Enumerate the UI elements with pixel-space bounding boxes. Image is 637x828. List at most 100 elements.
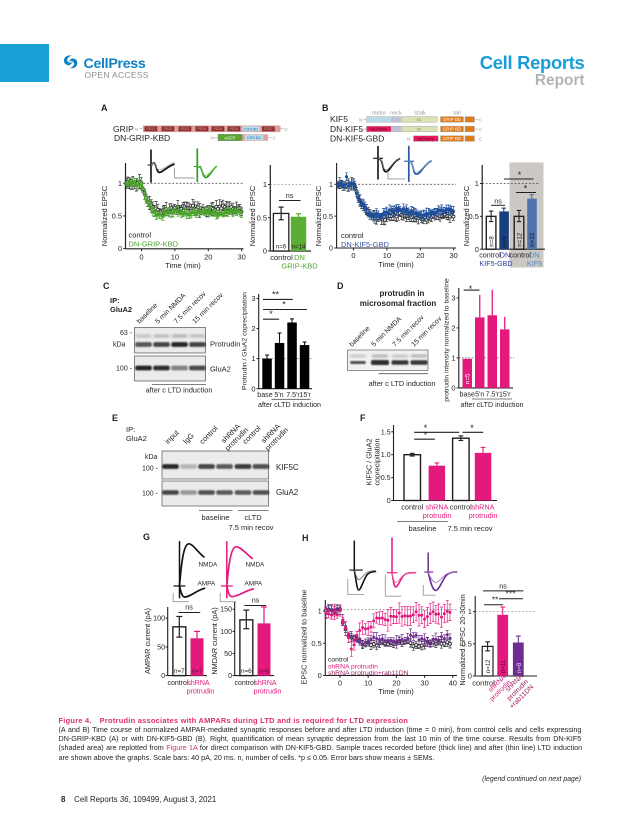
svg-text:cLTD: cLTD — [244, 513, 262, 522]
svg-text:0: 0 — [228, 671, 232, 680]
svg-text:0: 0 — [161, 671, 165, 680]
svg-text:7.5'r: 7.5'r — [485, 391, 499, 399]
svg-text:0: 0 — [118, 244, 122, 253]
svg-text:30: 30 — [450, 251, 458, 260]
svg-text:GluA2: GluA2 — [126, 434, 147, 443]
svg-text:IgG: IgG — [181, 431, 196, 446]
svg-text:n=12: n=12 — [486, 659, 492, 673]
svg-text:n=14: n=14 — [292, 244, 306, 251]
svg-text:0.5: 0.5 — [461, 639, 471, 648]
svg-text:EPSC normalized to baseline: EPSC normalized to baseline — [300, 590, 309, 685]
svg-text:eGFP: eGFP — [225, 135, 236, 140]
svg-text:base: base — [257, 391, 272, 399]
svg-text:C: C — [479, 117, 483, 122]
svg-text:1.0: 1.0 — [381, 450, 391, 459]
svg-text:1: 1 — [451, 354, 455, 363]
svg-text:C: C — [273, 136, 277, 141]
svg-text:0.5: 0.5 — [112, 212, 122, 221]
svg-text:protrudin: protrudin — [254, 689, 282, 696]
svg-text:protrudin: protrudin — [187, 689, 215, 696]
svg-text:control: control — [328, 657, 349, 664]
svg-text:ns: ns — [499, 582, 507, 591]
svg-text:150: 150 — [220, 605, 232, 614]
svg-text:n=6: n=6 — [241, 668, 252, 675]
svg-text:n=13: n=13 — [529, 232, 536, 246]
svg-text:F: F — [360, 413, 366, 423]
svg-text:GluA2: GluA2 — [276, 488, 299, 497]
svg-text:IP:: IP: — [126, 425, 135, 434]
svg-text:63 -: 63 - — [120, 330, 133, 337]
svg-text:control: control — [341, 231, 364, 240]
svg-text:D: D — [337, 281, 344, 291]
svg-text:15'r: 15'r — [499, 391, 511, 399]
svg-text:microsomal fraction: microsomal fraction — [360, 299, 437, 308]
svg-text:20: 20 — [204, 253, 212, 262]
svg-text:GRIP BD: GRIP BD — [443, 117, 461, 122]
svg-text:7.5 min recov: 7.5 min recov — [228, 523, 273, 532]
svg-text:*: * — [524, 184, 528, 194]
svg-text:***: *** — [506, 589, 517, 599]
svg-text:0.5: 0.5 — [311, 639, 321, 648]
svg-text:C: C — [479, 137, 483, 142]
svg-text:PDZ7: PDZ7 — [264, 127, 273, 131]
svg-text:*: * — [282, 299, 286, 309]
svg-text:KIF5: KIF5 — [330, 114, 348, 124]
svg-text:Protrudin / GluA2 coprecipitat: Protrudin / GluA2 coprecipitation — [242, 292, 249, 390]
svg-text:0.5: 0.5 — [257, 213, 267, 222]
svg-text:**: ** — [272, 289, 280, 299]
svg-text:GluA2: GluA2 — [110, 305, 132, 314]
svg-text:Normalized EPSC: Normalized EPSC — [462, 185, 471, 246]
svg-text:7.5'r: 7.5'r — [286, 391, 300, 399]
svg-text:PDZ2: PDZ2 — [164, 127, 173, 131]
svg-text:AMPA: AMPA — [198, 581, 216, 588]
svg-text:shRNA protrudin+rab11DN: shRNA protrudin+rab11DN — [328, 670, 409, 677]
svg-text:Report: Report — [535, 72, 585, 89]
svg-text:NMDA: NMDA — [246, 562, 266, 569]
svg-text:KIF5: KIF5 — [527, 259, 542, 268]
svg-text:KIF5 BD: KIF5 BD — [244, 127, 258, 131]
svg-text:20: 20 — [416, 251, 424, 260]
svg-text:KIF5C: KIF5C — [276, 463, 299, 472]
svg-text:AMPA: AMPA — [245, 581, 263, 588]
svg-text:GluA2: GluA2 — [210, 365, 231, 374]
svg-text:0: 0 — [468, 672, 472, 681]
svg-text:DN-KIF5: DN-KIF5 — [330, 124, 363, 134]
svg-text:0: 0 — [351, 251, 355, 260]
svg-text:PDZ5: PDZ5 — [214, 127, 223, 131]
svg-text:*: * — [469, 284, 473, 294]
svg-text:2: 2 — [451, 324, 455, 333]
svg-text:DN-GRIP-KBD: DN-GRIP-KBD — [114, 133, 170, 143]
svg-text:cc: cc — [417, 117, 422, 122]
svg-text:0.5: 0.5 — [468, 212, 478, 221]
svg-text:C: C — [479, 127, 483, 132]
svg-text:protrudin intensity normalized: protrudin intensity normalized to baseli… — [444, 278, 451, 402]
svg-text:input: input — [163, 428, 181, 446]
svg-text:0: 0 — [139, 253, 143, 262]
svg-text:Time (min): Time (min) — [378, 687, 414, 696]
svg-text:DN-KIF5-GBD: DN-KIF5-GBD — [341, 240, 390, 249]
svg-text:IP:: IP: — [110, 296, 120, 305]
svg-text:shRNA protrudin: shRNA protrudin — [328, 664, 378, 671]
svg-text:control: control — [510, 251, 532, 260]
svg-text:*: * — [424, 430, 428, 440]
svg-text:PDZ6: PDZ6 — [230, 127, 239, 131]
svg-text:mCherry: mCherry — [418, 136, 435, 141]
svg-text:N: N — [135, 127, 138, 132]
svg-text:control: control — [270, 253, 293, 262]
svg-text:GRIP BD: GRIP BD — [443, 136, 461, 141]
svg-text:baseline: baseline — [202, 513, 230, 522]
svg-text:30: 30 — [238, 253, 246, 262]
svg-text:ns: ns — [286, 191, 294, 200]
svg-text:GRIP: GRIP — [113, 124, 134, 134]
svg-text:control: control — [401, 503, 423, 512]
svg-text:control: control — [234, 680, 255, 687]
svg-text:H: H — [302, 533, 309, 543]
svg-text:n=11: n=11 — [501, 659, 507, 673]
svg-text:20: 20 — [392, 679, 400, 688]
svg-text:Normalized EPSC: Normalized EPSC — [248, 185, 257, 246]
svg-text:5'n: 5'n — [475, 391, 484, 399]
svg-text:1: 1 — [318, 607, 322, 616]
svg-text:shRNA: shRNA — [425, 503, 448, 512]
svg-text:50: 50 — [224, 649, 232, 658]
svg-text:N: N — [359, 117, 362, 122]
